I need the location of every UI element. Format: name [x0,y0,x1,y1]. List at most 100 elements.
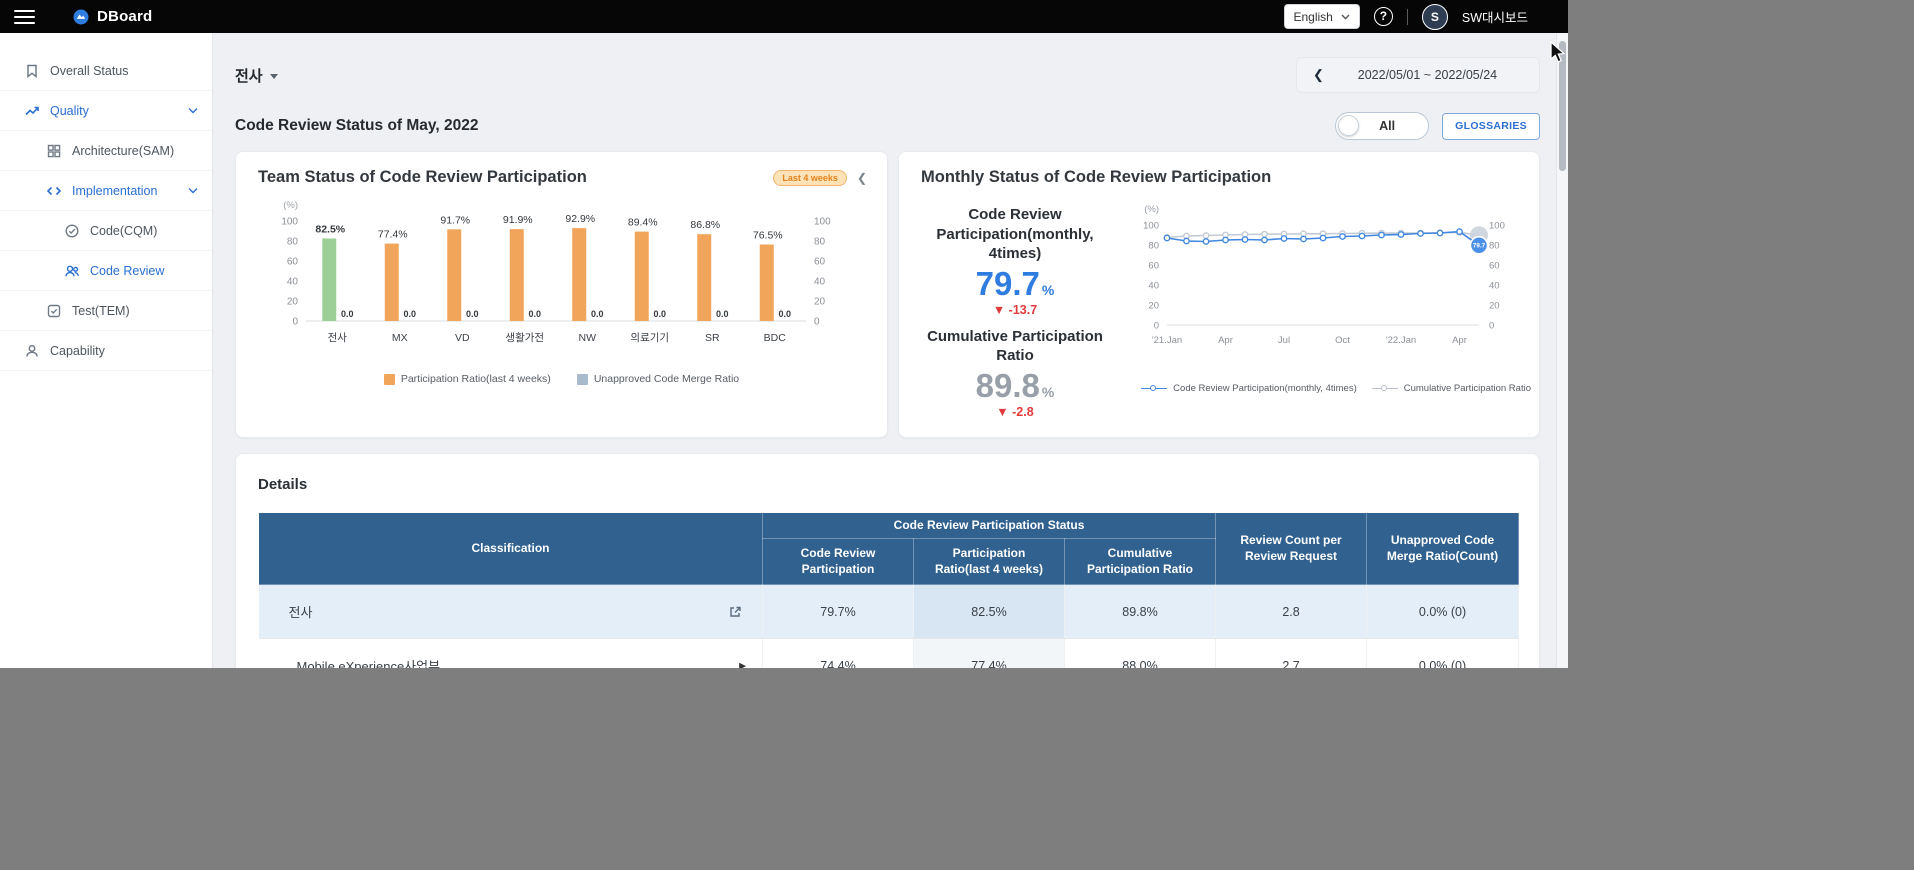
date-range-picker[interactable]: ❮ 2022/05/01 ~ 2022/05/24 [1296,57,1540,93]
external-link-icon[interactable] [728,605,742,619]
cell-unapproved: 0.0% (0) [1366,584,1520,639]
sidebar-item-implementation[interactable]: Implementation [0,171,212,211]
bar-chart-legend: Participation Ratio(last 4 weeks) Unappr… [236,373,887,385]
sidebar-item-test-tem[interactable]: Test(TEM) [0,291,212,331]
sidebar-item-quality[interactable]: Quality [0,91,212,131]
menu-button[interactable] [14,5,44,29]
svg-text:0: 0 [1489,321,1494,332]
chevron-down-icon [188,187,198,194]
monthly-card-header: Monthly Status of Code Review Participat… [899,152,1539,191]
col-header-participation: Code Review Participation [762,538,914,585]
date-range-label: 2022/05/01 ~ 2022/05/24 [1357,68,1498,82]
chevron-down-icon [188,107,198,114]
sidebar-item-architecture-sam[interactable]: Architecture(SAM) [0,131,212,171]
cell-ratio: 82.5% [913,584,1065,639]
svg-text:0.0: 0.0 [528,309,541,319]
monthly-line-chart: (%) 0 0 20 20 40 40 60 60 80 80 100 100 '21.Jan Apr Jul… [1143,204,1505,346]
team-status-card: Team Status of Code Review Participation… [235,151,888,438]
sidebar-item-label: Implementation [72,183,158,198]
line-chart-legend: Code Review Participation(monthly, 4time… [1141,383,1531,394]
sidebar-item-label: Architecture(SAM) [72,143,175,158]
svg-text:0.0: 0.0 [403,309,416,319]
svg-text:100: 100 [1489,221,1505,232]
collapse-chevron-icon[interactable]: ❮ [856,170,867,185]
sidebar: Overall Status Quality Architecture(SAM)… [0,33,213,668]
svg-text:20: 20 [814,297,826,308]
bookmark-icon [24,63,40,79]
svg-text:100: 100 [814,217,831,228]
sidebar-item-overall-status[interactable]: Overall Status [0,51,212,91]
svg-text:NW: NW [579,332,597,344]
org-filter-dropdown[interactable]: 전사 [235,65,278,86]
cell-ratio: 77.4% [913,638,1065,668]
trend-up-icon [24,103,40,119]
svg-text:0.0: 0.0 [716,309,729,319]
cell-participation: 74.4% [762,638,914,668]
check-circle-icon [64,223,80,239]
kpi-delta: ▼ -13.7 [992,302,1038,317]
svg-text:Apr: Apr [1218,335,1233,346]
svg-text:89.4%: 89.4% [628,217,658,229]
browser-viewport: DBoard English ? S SW대시보드 Overall Status… [0,0,1568,668]
col-header-classification: Classification [258,512,763,585]
legend-item-cumulative: Cumulative Participation Ratio [1371,383,1531,394]
col-header-review-count: Review Count per Review Request [1215,512,1368,585]
col-header-ratio: Participation Ratio(last 4 weeks) [913,538,1065,585]
help-button[interactable]: ? [1373,7,1393,26]
toggle-label: All [1379,119,1396,133]
svg-text:40: 40 [287,277,299,288]
sidebar-item-code-review[interactable]: Code Review [0,251,212,291]
kpi-delta: ▼ -2.8 [996,404,1034,419]
glossaries-button[interactable]: GLOSSARIES [1442,112,1540,140]
sidebar-item-label: Capability [50,343,105,358]
avatar[interactable]: S [1421,3,1448,30]
user-icon [24,343,40,359]
control-row: 전사 ❮ 2022/05/01 ~ 2022/05/24 [235,57,1540,93]
sidebar-item-capability[interactable]: Capability [0,331,212,371]
monthly-card-title: Monthly Status of Code Review Participat… [921,168,1272,186]
svg-text:40: 40 [1148,281,1159,292]
svg-text:80: 80 [1148,241,1159,252]
language-label: English [1293,9,1333,24]
svg-text:0.0: 0.0 [466,309,479,319]
sidebar-item-label: Code Review [90,263,165,278]
svg-text:79.7: 79.7 [1473,243,1486,250]
kpi-label: Code Review Participation(monthly, 4time… [936,206,1094,262]
svg-text:92.9%: 92.9% [565,213,595,225]
brand-name: DBoard [97,8,153,25]
grid-icon [46,143,62,159]
topbar-divider [1406,8,1408,25]
title-actions: All GLOSSARIES [1335,112,1540,140]
sidebar-item-code-cqm[interactable]: Code(CQM) [0,211,212,251]
svg-text:60: 60 [287,257,299,268]
col-header-unapproved: Unapproved Code Merge Ratio(Count) [1366,512,1520,585]
svg-text:80: 80 [1489,241,1500,252]
kpi-value: 79.7% [975,264,1055,302]
chevron-left-icon[interactable]: ❮ [1309,67,1328,83]
svg-text:91.9%: 91.9% [503,214,533,226]
expand-row-icon[interactable]: ▶ [739,660,746,668]
scrollbar-thumb[interactable] [1559,41,1566,171]
brand[interactable]: DBoard [72,8,152,26]
toggle-knob[interactable] [1338,115,1360,136]
topbar-right: English ? S SW대시보드 [1283,3,1528,30]
details-table: Classification Code Review Participation… [258,512,1520,668]
kpi-label: Cumulative Participation Ratio [927,327,1103,365]
users-icon [64,263,80,279]
last-4-weeks-badge: Last 4 weeks [773,169,847,186]
svg-text:60: 60 [1148,261,1159,272]
checkbox-icon [46,303,62,319]
chevron-down-icon [1341,14,1350,20]
details-card: Details Classification Code Review Parti… [235,453,1540,668]
language-select[interactable]: English [1283,4,1360,29]
legend-label: Participation Ratio(last 4 weeks) [400,373,551,385]
table-row-total[interactable]: 전사 79.7% 82.5% 89.8% 2.8 0.0% (0) [258,584,1520,639]
vertical-scrollbar[interactable] [1556,33,1568,668]
svg-text:0: 0 [1154,321,1159,332]
all-toggle[interactable]: All [1335,112,1430,140]
col-header-group: Code Review Participation Status [761,512,1217,539]
svg-text:'21.Jan: '21.Jan [1152,335,1182,346]
kpi-value: 89.8% [975,366,1055,404]
question-icon: ? [1379,9,1388,23]
table-row-mobile-experience[interactable]: Mobile eXperience사업부 ▶ 74.4% 77.4% 88.0%… [258,638,1520,668]
